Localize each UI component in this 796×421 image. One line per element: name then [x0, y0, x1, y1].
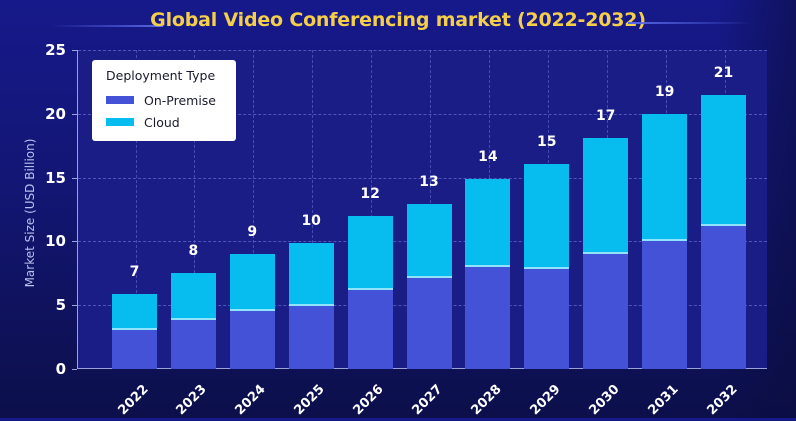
gridline-vertical — [312, 50, 314, 368]
bar-segment-on-premise — [583, 251, 629, 369]
gridline-vertical — [194, 50, 196, 368]
bar-segment-cloud — [583, 138, 629, 253]
bar-total-label: 13 — [419, 174, 439, 191]
y-tick-mark — [72, 113, 77, 115]
bar-total-label: 8 — [188, 243, 199, 260]
y-tick-label: 5 — [55, 296, 66, 315]
legend-swatch-on-premise — [106, 96, 134, 104]
bar-2027 — [406, 204, 452, 369]
bar-2026 — [347, 215, 393, 369]
bar-segment-on-premise — [406, 276, 452, 369]
title-decor-line-left — [50, 25, 163, 27]
x-tick-label: 2030 — [586, 382, 623, 419]
bar-segment-cloud — [288, 242, 334, 306]
y-tick-label: 0 — [55, 360, 66, 378]
chart-title: Global Video Conferencing market (2022-2… — [150, 9, 646, 31]
bar-segment-on-premise — [642, 239, 688, 369]
bar-total-label: 21 — [713, 64, 734, 81]
legend-title: Deployment Type — [106, 68, 216, 83]
bar-2029 — [524, 163, 570, 369]
bar-segment-cloud — [406, 204, 452, 278]
y-tick-mark — [72, 305, 77, 307]
bar-segment-cloud — [642, 113, 688, 241]
bar-segment-on-premise — [229, 309, 275, 369]
bar-segment-on-premise — [288, 304, 334, 369]
legend-label-on-premise: On-Premise — [144, 92, 216, 108]
y-axis-label: Market Size (USD Billion) — [23, 138, 37, 288]
y-tick-label: 15 — [45, 168, 66, 187]
bar-2032 — [701, 94, 746, 369]
y-tick-label: 25 — [45, 41, 66, 59]
bar-segment-cloud — [170, 273, 216, 320]
x-tick-label: 2026 — [350, 382, 387, 419]
bar-2030 — [583, 138, 629, 369]
legend: Deployment Type On-Premise Cloud — [92, 60, 236, 141]
legend-swatch-cloud — [106, 118, 134, 126]
x-tick-label: 2022 — [114, 382, 152, 419]
y-tick-label: 10 — [45, 232, 66, 251]
y-tick-mark — [72, 241, 77, 243]
bar-2022 — [112, 293, 157, 369]
bar-segment-on-premise — [112, 328, 157, 369]
legend-label-cloud: Cloud — [144, 114, 180, 130]
bar-segment-cloud — [112, 293, 157, 330]
bar-total-label: 10 — [301, 212, 321, 229]
bar-segment-on-premise — [347, 287, 393, 369]
x-tick-label: 2027 — [409, 382, 446, 419]
gridline-horizontal — [78, 113, 767, 115]
bar-2031 — [642, 113, 688, 369]
bar-segment-cloud — [524, 163, 570, 269]
y-tick-label: 20 — [45, 104, 66, 123]
bar-total-label: 19 — [654, 83, 675, 100]
bar-segment-cloud — [701, 94, 746, 225]
x-tick-label: 2031 — [645, 382, 682, 419]
gridline-vertical — [371, 50, 373, 368]
bar-total-label: 12 — [360, 185, 380, 202]
bar-segment-on-premise — [465, 264, 511, 369]
bar-2023 — [170, 273, 216, 369]
gridline-vertical — [135, 50, 137, 368]
bar-total-label: 15 — [537, 133, 557, 150]
gridline-horizontal — [78, 50, 767, 51]
bar-total-label: 7 — [129, 263, 140, 280]
x-tick-label: 2025 — [291, 382, 328, 419]
bar-2028 — [465, 178, 511, 369]
gridline-horizontal — [78, 177, 767, 179]
gridline-vertical — [253, 50, 255, 368]
bar-total-label: 9 — [247, 224, 258, 241]
bar-2024 — [229, 254, 275, 369]
y-tick-mark — [72, 177, 77, 179]
y-tick-mark — [72, 50, 77, 51]
bar-2025 — [288, 242, 334, 369]
bar-total-label: 17 — [595, 108, 616, 125]
x-tick-label: 2028 — [468, 382, 505, 419]
x-tick-label: 2024 — [232, 382, 269, 419]
bar-segment-cloud — [347, 215, 393, 289]
x-tick-label: 2029 — [527, 382, 564, 419]
bar-segment-on-premise — [701, 223, 746, 369]
bar-total-label: 14 — [478, 148, 498, 165]
y-tick-mark — [72, 369, 77, 370]
bar-segment-on-premise — [524, 267, 570, 369]
bar-segment-on-premise — [170, 318, 216, 369]
x-tick-label: 2023 — [173, 382, 210, 419]
legend-item-on-premise: On-Premise — [106, 89, 236, 111]
title-decor-line-right — [628, 22, 753, 24]
bar-segment-cloud — [229, 254, 275, 311]
legend-item-cloud: Cloud — [106, 111, 236, 133]
bar-segment-cloud — [465, 178, 511, 266]
